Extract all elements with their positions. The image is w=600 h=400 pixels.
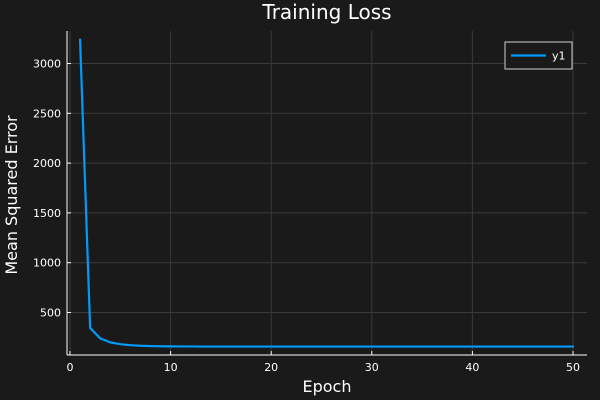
y-tick-label-4: 2500 [33,107,61,120]
series-line-y1 [78,38,575,348]
x-axis-label: Epoch [303,377,352,396]
x-tick-label-2: 20 [264,361,278,374]
y-tick-label-1: 1000 [33,257,61,270]
chart-title: Training Loss [261,0,391,24]
legend-label-y1: y1 [552,50,566,63]
y-tick-label-2: 1500 [33,207,61,220]
x-tick-label-5: 50 [566,361,580,374]
y-axis-label: Mean Squared Error [2,115,21,275]
y-tick-label-0: 500 [40,307,61,320]
x-axis-ticks: 0 10 20 30 40 50 [67,351,580,374]
x-tick-label-0: 0 [67,361,74,374]
x-tick-label-3: 30 [365,361,379,374]
axes [66,31,587,356]
y-axis-ticks: 500 1000 1500 2000 2500 3000 [33,58,71,320]
x-tick-label-1: 10 [164,361,178,374]
legend: y1 [504,41,573,70]
grid [67,31,587,355]
y-tick-label-5: 3000 [33,58,61,71]
x-tick-label-4: 40 [465,361,479,374]
y-tick-label-3: 2000 [33,157,61,170]
